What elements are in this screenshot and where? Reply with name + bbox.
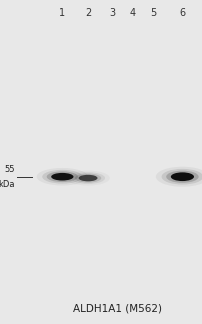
Ellipse shape — [161, 169, 202, 185]
Ellipse shape — [71, 172, 105, 184]
Text: 2: 2 — [84, 8, 91, 18]
Ellipse shape — [42, 170, 82, 184]
Ellipse shape — [155, 167, 202, 187]
Text: 5: 5 — [149, 8, 156, 18]
Ellipse shape — [37, 168, 87, 185]
Ellipse shape — [46, 171, 78, 182]
Text: 55: 55 — [5, 165, 15, 174]
Text: 6: 6 — [179, 8, 185, 18]
Text: kDa: kDa — [0, 179, 15, 189]
Text: 1: 1 — [59, 8, 65, 18]
Text: 3: 3 — [108, 8, 115, 18]
Ellipse shape — [165, 171, 198, 183]
Text: 4: 4 — [129, 8, 135, 18]
Ellipse shape — [78, 175, 97, 181]
Text: ALDH1A1 (M562): ALDH1A1 (M562) — [72, 304, 161, 314]
Ellipse shape — [75, 173, 101, 183]
Ellipse shape — [170, 172, 193, 181]
Ellipse shape — [51, 173, 73, 180]
